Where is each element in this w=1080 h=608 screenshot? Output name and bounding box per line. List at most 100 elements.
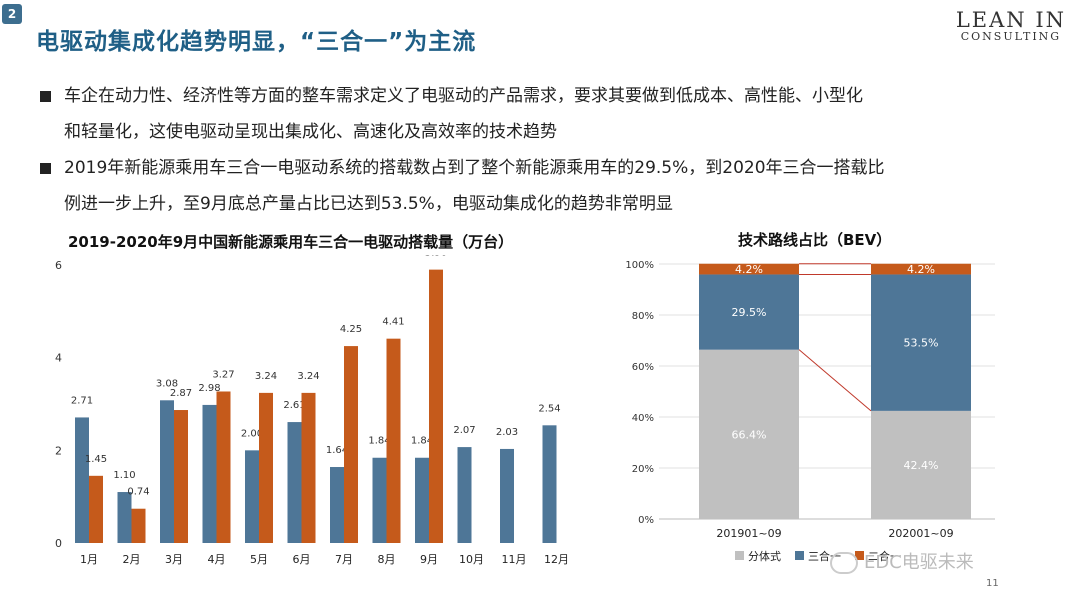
x-tick-label: 8月 — [378, 553, 396, 566]
stacked-segment — [871, 410, 971, 519]
x-tick-label: 9月 — [420, 553, 438, 566]
watermark: EDC电驱未来 — [830, 548, 974, 574]
bullet-item: 2019年新能源乘用车三合一电驱动系统的搭载数占到了整个新能源乘用车的29.5%… — [40, 150, 1050, 222]
data-label: 1.84 — [368, 436, 390, 447]
bar — [500, 448, 514, 543]
data-label: 2.00 — [241, 428, 263, 439]
y-tick-label: 20% — [632, 464, 654, 475]
segment-label: 66.4% — [732, 428, 767, 441]
bar — [457, 447, 472, 543]
data-label: 2.03 — [496, 427, 518, 438]
x-tick-label: 202001~09 — [888, 527, 953, 540]
bar — [330, 467, 344, 543]
bullet-line: 和轻量化，这使电驱动呈现出集成化、高速化及高效率的技术趋势 — [64, 122, 557, 142]
watermark-text: EDC电驱未来 — [864, 552, 974, 573]
data-label: 1.10 — [113, 470, 135, 481]
bar — [216, 391, 231, 543]
segment-label: 29.5% — [732, 306, 767, 319]
bar-chart-title: 2019-2020年9月中国新能源乘用车三合一电驱动搭载量（万台） — [68, 233, 514, 251]
bar — [386, 338, 401, 543]
company-logo: LEAN IN CONSULTING — [956, 8, 1066, 43]
bar — [287, 422, 302, 543]
y-tick-label: 0 — [55, 537, 62, 550]
bar — [160, 400, 174, 543]
data-label: 2.54 — [538, 403, 560, 414]
y-tick-label: 6 — [55, 259, 62, 272]
page-number: 11 — [986, 578, 999, 589]
bar — [174, 410, 188, 543]
x-tick-label: 1月 — [80, 553, 98, 566]
bar — [301, 392, 316, 543]
stacked-segment — [699, 274, 799, 350]
bar — [75, 417, 89, 543]
bar — [131, 508, 146, 543]
y-tick-label: 4 — [55, 352, 62, 365]
y-tick-label: 100% — [625, 260, 654, 271]
logo-line-1: LEAN IN — [955, 8, 1066, 32]
stacked-percent-chart: 0% 20% 40% 60% 80% 100% 66.4% 29.5% 4.2% 201901~0… — [625, 260, 995, 563]
data-label: 3.24 — [255, 371, 277, 382]
y-tick-label: 60% — [632, 362, 654, 373]
bullet-item: 车企在动力性、经济性等方面的整车需求定义了电驱动的产品需求，要求其要做到低成本、… — [40, 78, 1050, 150]
bullet-line: 例进一步上升，至9月底总产量占比已达到53.5%，电驱动集成化的趋势非常明显 — [64, 194, 673, 214]
monthly-bar-chart: 0 2 4 6 2.71 1.45 1月 1.10 0.74 2月 3.082.87 3月 2.98 3.… — [55, 255, 569, 566]
data-label: 1.64 — [326, 445, 348, 456]
data-label: 0.74 — [127, 487, 149, 498]
connector-line — [798, 349, 872, 412]
bar — [372, 457, 387, 543]
x-tick-label: 4月 — [208, 553, 226, 566]
y-tick-label: 40% — [632, 413, 654, 424]
bullet-line: 车企在动力性、经济性等方面的整车需求定义了电驱动的产品需求，要求其要做到低成本、… — [64, 86, 863, 106]
bar — [344, 346, 358, 543]
y-tick-label: 80% — [632, 311, 654, 322]
data-label: 1.84 — [411, 436, 433, 447]
data-label: 2.98 — [198, 383, 220, 394]
y-tick-label: 0% — [638, 515, 654, 526]
data-label: 4.25 — [340, 324, 362, 335]
bar — [117, 492, 132, 543]
logo-line-2: CONSULTING — [960, 30, 1062, 43]
stacked-segment — [699, 349, 799, 519]
x-tick-label: 6月 — [293, 553, 311, 566]
data-label: 2.71 — [71, 395, 93, 406]
data-label: 3.27 — [212, 369, 234, 380]
data-label: 4.41 — [382, 317, 404, 328]
slide-number-badge: 2 — [2, 4, 22, 24]
legend-label: 分体式 — [748, 549, 781, 563]
page-title: 电驱动集成化趋势明显，“三合一”为主流 — [36, 29, 477, 55]
bullet-line: 2019年新能源乘用车三合一电驱动系统的搭载数占到了整个新能源乘用车的29.5%… — [64, 158, 885, 178]
data-label: 2.07 — [453, 425, 475, 436]
legend-swatch — [855, 551, 864, 560]
x-tick-label: 201901~09 — [716, 527, 781, 540]
x-tick-label: 12月 — [544, 553, 569, 566]
x-tick-label: 10月 — [459, 553, 484, 566]
x-tick-label: 11月 — [502, 553, 527, 566]
segment-label: 42.4% — [904, 459, 939, 472]
bar — [429, 269, 443, 543]
stacked-segment — [871, 274, 971, 411]
x-tick-label: 3月 — [165, 553, 183, 566]
segment-label: 4.2% — [735, 263, 763, 276]
x-tick-label: 2月 — [123, 553, 141, 566]
bar — [245, 450, 259, 543]
bullet-list: 车企在动力性、经济性等方面的整车需求定义了电驱动的产品需求，要求其要做到低成本、… — [40, 78, 1050, 222]
y-tick-label: 2 — [55, 444, 62, 457]
bar — [202, 404, 217, 543]
bar — [542, 425, 557, 543]
x-tick-label: 7月 — [335, 553, 353, 566]
data-label: 3.24 — [297, 371, 319, 382]
stacked-chart-title: 技术路线占比（BEV） — [738, 231, 892, 249]
data-label: 5.90 — [425, 255, 447, 259]
x-tick-label: 5月 — [250, 553, 268, 566]
segment-label: 53.5% — [904, 337, 939, 350]
bar — [89, 475, 103, 543]
data-label: 2.61 — [283, 400, 305, 411]
legend-label: 二合一 — [868, 549, 901, 563]
square-bullet-icon — [40, 163, 51, 174]
square-bullet-icon — [40, 91, 51, 102]
legend-swatch — [795, 551, 804, 560]
wechat-icon — [830, 552, 858, 574]
data-label: 2.87 — [170, 388, 192, 399]
legend-swatch — [735, 551, 744, 560]
data-label: 3.08 — [156, 378, 178, 389]
